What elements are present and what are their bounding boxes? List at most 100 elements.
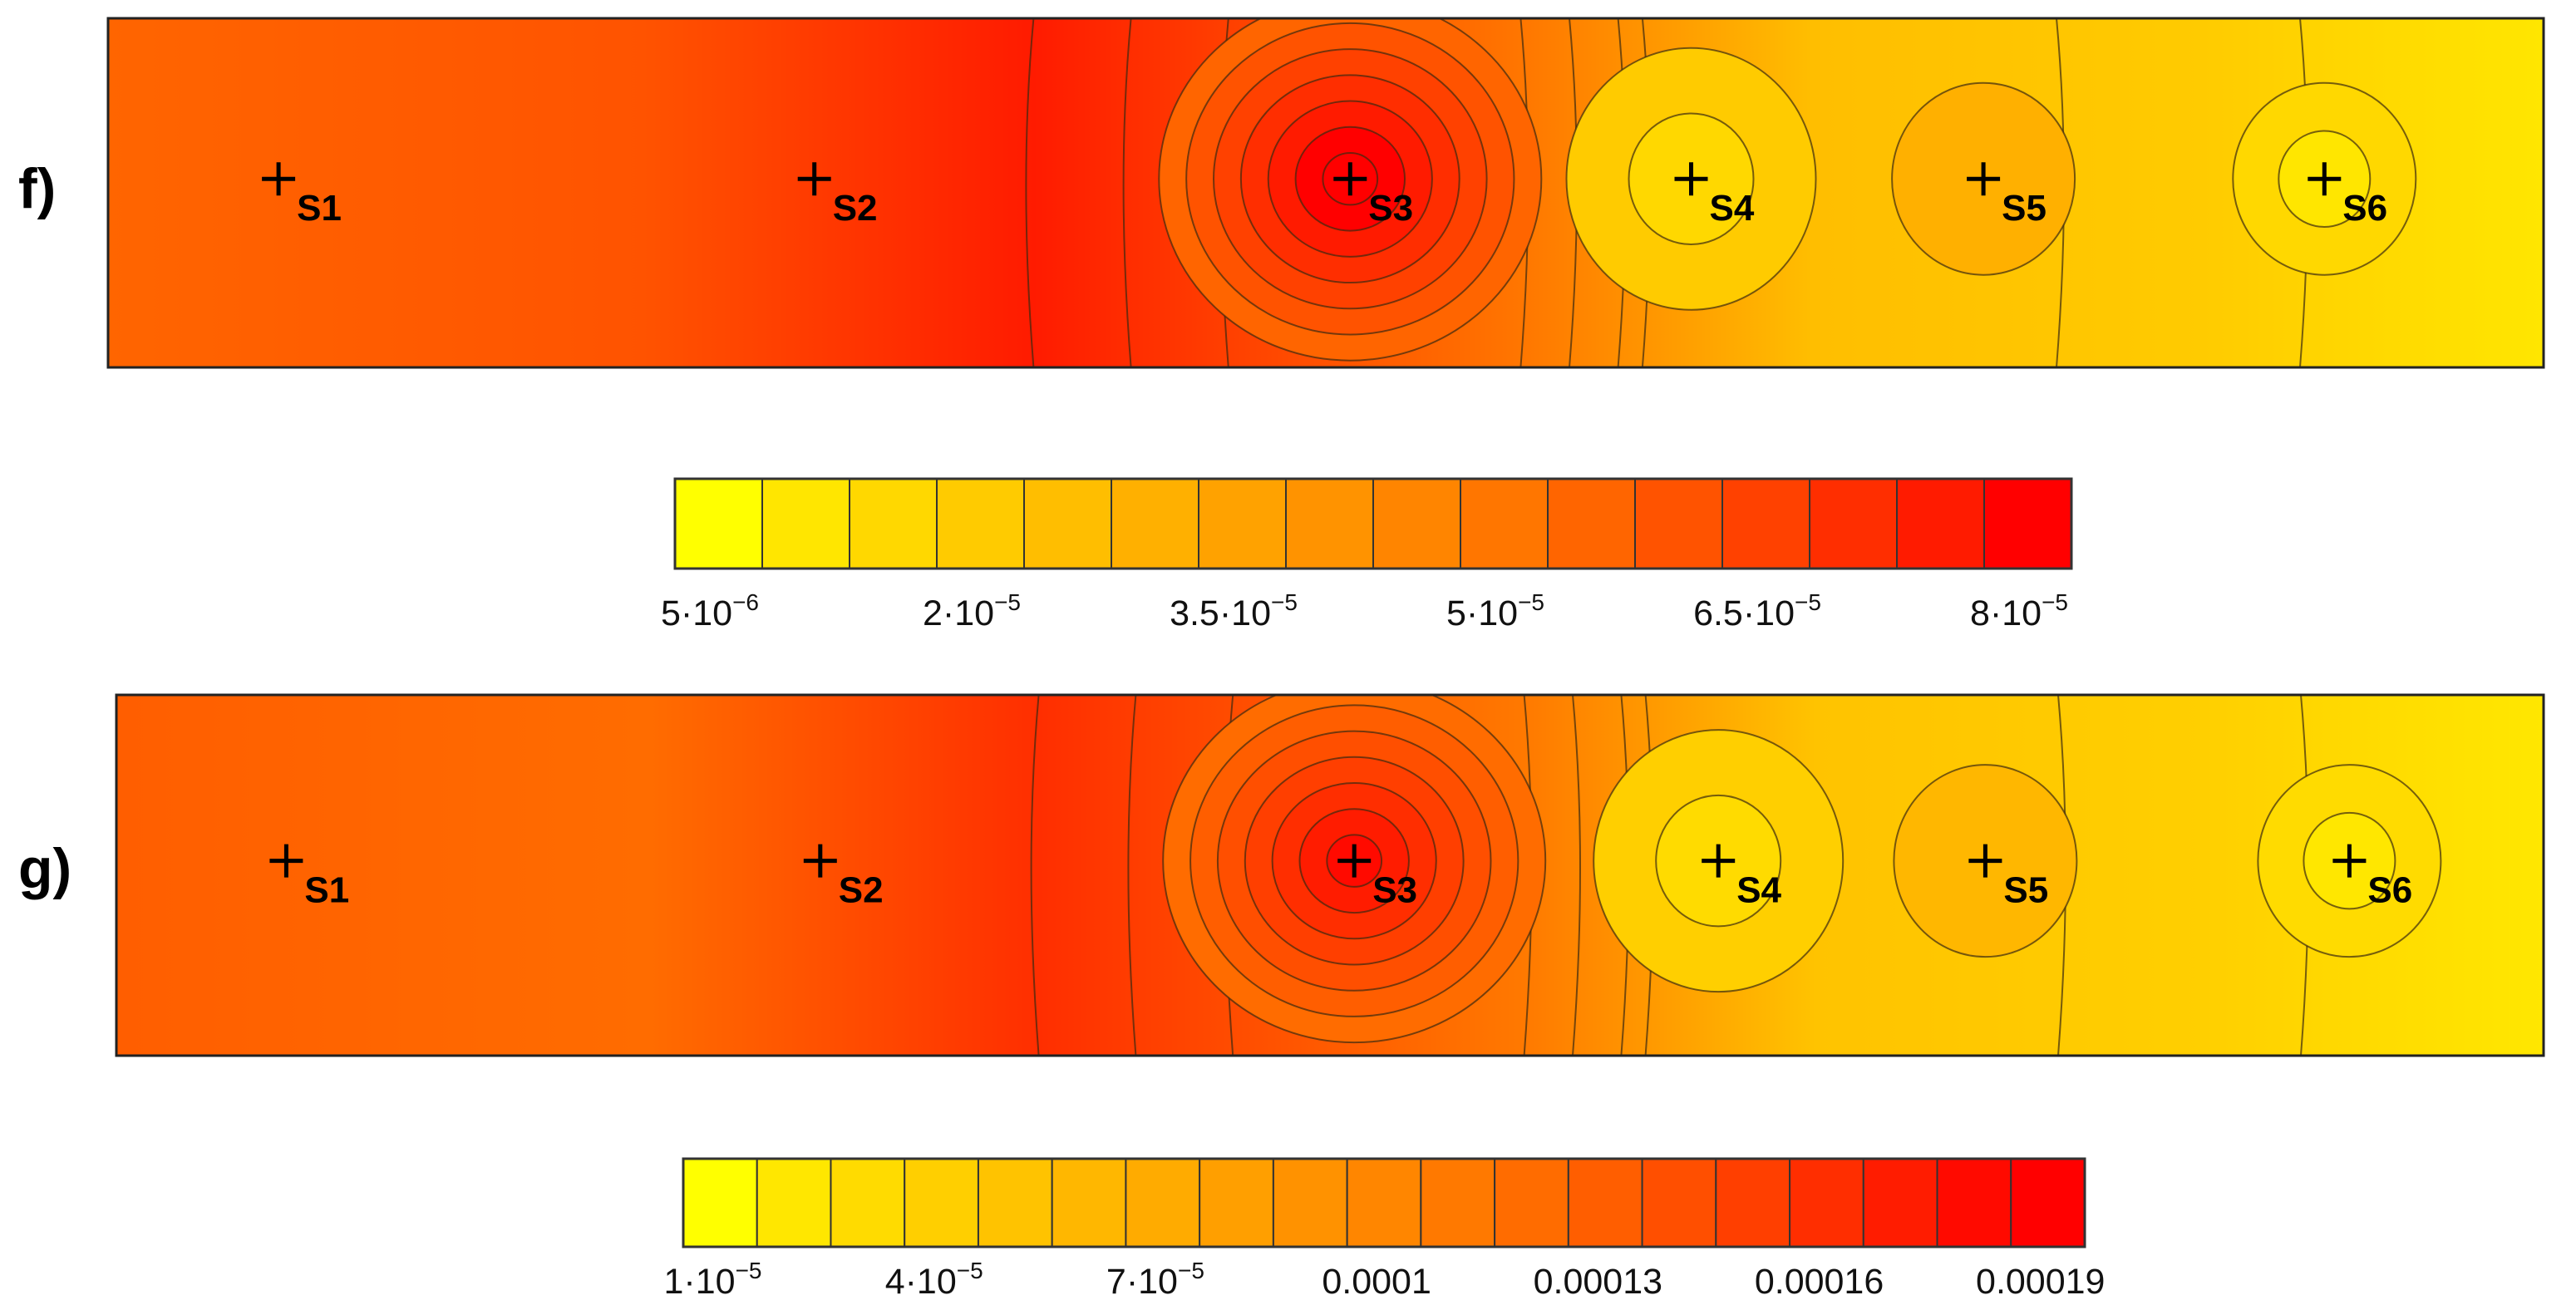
source-label: S2 [833, 188, 878, 229]
colorbar-swatch [1285, 478, 1374, 569]
colorbar-swatch [1111, 478, 1199, 569]
source-label: S5 [2002, 188, 2047, 229]
source-label: S6 [2367, 870, 2412, 911]
crosshair-icon [2308, 162, 2342, 196]
source-marker-s4: S4 [1702, 844, 1782, 911]
crosshair-icon [1702, 844, 1736, 878]
colorbar-swatch [1634, 478, 1723, 569]
source-label: S3 [1372, 870, 1417, 911]
colorbar-swatch [1023, 478, 1112, 569]
source-marker-s5: S5 [1968, 844, 2048, 911]
source-marker-s1: S1 [262, 162, 342, 229]
colorbar-swatch [830, 1158, 906, 1248]
colorbar-swatch [936, 478, 1025, 569]
crosshair-icon [262, 162, 296, 196]
source-label: S1 [304, 870, 349, 911]
colorbar-g: 1·10−5 4·10−5 7·10−5 0.0001 0.00013 0.00016 0.… [663, 1157, 2105, 1302]
crosshair-icon [1967, 162, 2001, 196]
colorbar-tick-label: 0.00013 [1534, 1262, 1662, 1302]
colorbar-tick-label: 0.0001 [1322, 1262, 1431, 1302]
colorbar-swatch [1896, 478, 1985, 569]
colorbar-swatch [1198, 478, 1287, 569]
colorbar-tick-label: 5·10−5 [1446, 589, 1544, 633]
colorbar-swatches-g [682, 1157, 2086, 1248]
colorbar-swatch [1420, 1158, 1496, 1248]
crosshair-icon [797, 162, 831, 196]
colorbar-swatch [1983, 478, 2072, 569]
colorbar-tick-label: 5·10−6 [661, 589, 759, 633]
plot-frame-f [106, 17, 2545, 369]
colorbar-swatch [1372, 478, 1461, 569]
source-label: S4 [1710, 188, 1755, 229]
colorbar-ticks-f: 5·10−6 2·10−5 3.5·10−5 5·10−5 6.5·10−5 8·10−5 [661, 589, 2068, 633]
source-marker-s2: S2 [803, 844, 884, 911]
colorbar-swatch [1789, 1158, 1864, 1248]
colorbar-swatch [1199, 1158, 1274, 1248]
contour-field-g [116, 695, 2544, 1056]
colorbar-swatch [756, 1158, 832, 1248]
source-label: S6 [2342, 188, 2387, 229]
colorbar-tick-label: 7·10−5 [1106, 1258, 1204, 1302]
crosshair-icon [2332, 844, 2367, 878]
colorbar-swatch [682, 1158, 758, 1248]
crosshair-icon [1968, 844, 2002, 878]
panel-label-g: g) [18, 837, 71, 900]
colorbar-tick-label: 6.5·10−5 [1693, 589, 1821, 633]
source-label: S3 [1368, 188, 1413, 229]
colorbar-swatch [1460, 478, 1549, 569]
crosshair-icon [803, 844, 837, 878]
colorbar-swatch [674, 478, 763, 569]
contour-line [1572, 695, 1581, 1056]
colorbar-swatch [849, 478, 938, 569]
source-marker-s5: S5 [1967, 162, 2047, 229]
colorbar-swatch [1494, 1158, 1569, 1248]
panel-label-f: f) [18, 157, 56, 220]
source-label: S4 [1736, 870, 1781, 911]
contour-line [1122, 18, 1132, 367]
colorbar-swatch [761, 478, 850, 569]
contour-line [1025, 18, 1035, 367]
source-marker-s2: S2 [797, 162, 878, 229]
source-marker-s3: S3 [1337, 844, 1417, 911]
source-marker-s6: S6 [2332, 844, 2412, 911]
colorbar-swatch [1809, 478, 1898, 569]
colorbar-frame [673, 477, 2073, 570]
colorbar-ticks-g: 1·10−5 4·10−5 7·10−5 0.0001 0.00013 0.00016 0.… [663, 1258, 2105, 1302]
crosshair-icon [269, 844, 303, 878]
colorbar-swatch [1125, 1158, 1201, 1248]
colorbar-swatch [977, 1158, 1053, 1248]
colorbar-tick-label: 2·10−5 [923, 589, 1021, 633]
colorbar-swatches-f [673, 477, 2073, 570]
colorbar-swatch [1721, 478, 1810, 569]
colorbar-tick-label: 0.00019 [1976, 1262, 2105, 1302]
panel-f: f) S1 S2 S3 S4 S5 S6 [18, 17, 2545, 369]
contour-line [1030, 695, 1040, 1056]
source-marker-s6: S6 [2308, 162, 2387, 229]
crosshair-icon [1337, 844, 1372, 878]
crosshair-icon [1674, 162, 1708, 196]
sources-f: S1 S2 S3 S4 S5 S6 [262, 162, 2387, 229]
crosshair-icon [1333, 162, 1367, 196]
source-label: S1 [297, 188, 342, 229]
colorbar-swatch [1346, 1158, 1422, 1248]
colorbar-swatch [1641, 1158, 1717, 1248]
colorbar-swatch [1862, 1158, 1938, 1248]
colorbar-tick-label: 3.5·10−5 [1170, 589, 1298, 633]
colorbar-f: 5·10−6 2·10−5 3.5·10−5 5·10−5 6.5·10−5 8·10−5 [661, 477, 2073, 633]
colorbar-swatch [2010, 1158, 2086, 1248]
colorbar-swatch [1547, 478, 1636, 569]
colorbar-tick-label: 1·10−5 [663, 1258, 761, 1302]
plot-frame-g [115, 693, 2545, 1057]
colorbar-tick-label: 4·10−5 [885, 1258, 983, 1302]
source-marker-s1: S1 [269, 844, 349, 911]
colorbar-swatch [1567, 1158, 1643, 1248]
colorbar-frame [682, 1157, 2086, 1248]
sources-g: S1 S2 S3 S4 S5 S6 [269, 844, 2412, 911]
colorbar-swatch [1936, 1158, 2012, 1248]
panel-g: g) S1 S2 S3 S4 S5 S6 [18, 693, 2545, 1057]
source-marker-s4: S4 [1674, 162, 1755, 229]
colorbar-swatch [1272, 1158, 1348, 1248]
contour-field-f [108, 18, 2544, 367]
source-marker-s3: S3 [1333, 162, 1413, 229]
